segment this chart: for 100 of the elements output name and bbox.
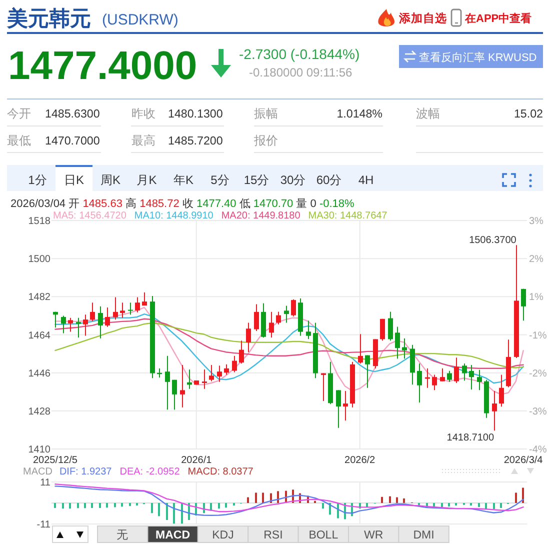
bar (99, 503, 101, 508)
text: 1% (529, 292, 544, 304)
text: 添加自选 (398, 11, 447, 25)
bar (173, 503, 175, 524)
bar (485, 503, 487, 509)
bar (91, 503, 93, 508)
bar (500, 503, 502, 508)
text: -1% (529, 330, 547, 342)
text: KDJ (212, 529, 234, 542)
bar (247, 497, 249, 503)
y-tick-label: 1500 (28, 254, 51, 266)
bar (158, 503, 160, 516)
bar (151, 503, 153, 514)
text: 最低 (7, 134, 31, 148)
bar (448, 503, 450, 506)
text: 年K (173, 173, 194, 187)
bar (403, 498, 405, 503)
text: MA5: 1456.4720 (53, 210, 127, 222)
y-tick-label: 1446 (28, 368, 51, 380)
text: DMI (413, 529, 434, 542)
text: 报价 (253, 134, 278, 148)
bar (441, 503, 443, 508)
bar (381, 496, 383, 503)
bar (106, 503, 108, 508)
text: 月K (136, 173, 157, 187)
text: 1480.1300 (168, 108, 223, 120)
text: (USDKRW) (102, 12, 178, 28)
text: 查看反向汇率 KRWUSD (419, 51, 537, 64)
x-tick-label: 2026/2 (344, 455, 376, 466)
bar (396, 497, 398, 503)
text: 4H (358, 173, 374, 187)
text: 30分 (280, 173, 306, 187)
text: 昨收 (132, 106, 156, 120)
text: -4% (529, 444, 547, 456)
x-tick-label: 2025/12/5 (32, 455, 78, 466)
text: 1485.7200 (168, 134, 223, 148)
text: 波幅 (416, 106, 440, 120)
text: 15分 (244, 173, 270, 187)
text: BOLL (308, 529, 339, 542)
y-tick-label: 1464 (28, 330, 51, 342)
x-tick-label: 2026/1 (181, 455, 212, 466)
bar (166, 503, 168, 520)
bar (121, 503, 123, 507)
text: -0.180000 09:11:56 (249, 66, 353, 80)
text: RSI (264, 529, 283, 542)
y-tick-label: 1518 (28, 216, 51, 227)
series-label: DIF: 1.9237 (59, 466, 112, 478)
bar (69, 503, 71, 509)
text: 周K (100, 173, 121, 187)
y-tick-label: 1410 (28, 444, 51, 456)
bar (54, 503, 56, 508)
text: 15.02 (514, 108, 543, 120)
bar (114, 503, 116, 508)
text: -2% (529, 368, 547, 380)
series-label: MACD: 8.0377 (188, 466, 254, 478)
text: MACD (156, 529, 190, 542)
text: 2026/03/04 开 1485.63 高 1485.72 收 1477.40 低 1470.70 量 0 -0.18% (10, 198, 354, 210)
line-series (54, 313, 524, 384)
y-tick-label: 11 (40, 478, 51, 488)
bar (225, 503, 227, 508)
text: 今开 (7, 106, 31, 120)
bar (181, 503, 183, 524)
text: MA10: 1448.9910 (134, 210, 214, 222)
text: -3% (529, 406, 547, 418)
text: MA30: 1448.7647 (308, 210, 388, 222)
text: 美元韩元 (6, 6, 91, 30)
text: 5分 (210, 173, 230, 187)
y-tick-label: -11 (36, 520, 51, 530)
y-tick-label: 1482 (28, 292, 51, 304)
series-label: DEA: -2.0952 (120, 466, 180, 478)
bar (515, 492, 517, 503)
text: 2% (529, 254, 544, 266)
text: -2.7300 (-0.1844%) (239, 46, 360, 62)
text: 在APP中查看 (464, 12, 532, 25)
text: 最高 (132, 134, 156, 148)
text: 1470.7000 (45, 134, 100, 148)
text: 1分 (28, 173, 47, 187)
bar (262, 492, 264, 503)
bar (218, 503, 220, 509)
bar (493, 503, 495, 510)
text: 3% (529, 216, 544, 227)
text: 1.0148% (336, 108, 382, 120)
bar (62, 503, 64, 509)
text: 日K (64, 173, 84, 187)
annotation: 1506.3700 (469, 235, 517, 246)
x-tick-label: 2026/3/4 (504, 455, 544, 466)
text: MA20: 1449.8180 (221, 210, 301, 222)
text: 1477.4000 (8, 44, 198, 88)
bar (478, 503, 480, 508)
text: 振幅 (254, 106, 278, 120)
text: 60分 (316, 173, 342, 187)
bar (84, 503, 86, 508)
legend-title: MACD (23, 466, 52, 478)
y-tick-label: 1428 (28, 406, 51, 418)
bar (129, 503, 131, 506)
text: WR (364, 529, 384, 542)
text: 无 (116, 528, 129, 542)
annotation: 1418.7100 (446, 432, 494, 444)
bar (522, 488, 524, 503)
bar (77, 503, 79, 508)
